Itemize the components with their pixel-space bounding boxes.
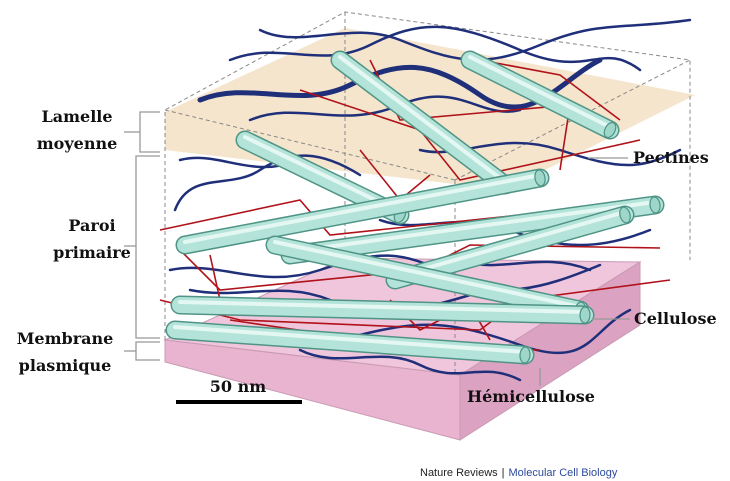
rod-part (332, 52, 513, 193)
rod-part (178, 300, 587, 314)
credit: Nature Reviews | Molecular Cell Biology (420, 467, 618, 479)
rod-part (288, 200, 657, 254)
rod-part (273, 240, 582, 309)
rod-part (519, 346, 531, 364)
label-line: Paroi (68, 216, 115, 235)
rod-part (282, 197, 663, 263)
label-cellulose: Cellulose (634, 309, 717, 328)
rod-part (183, 173, 542, 244)
rod-part (462, 52, 618, 138)
label-pectines: Pectines (633, 148, 709, 167)
label-line: primaire (53, 243, 131, 262)
rod-part (468, 55, 612, 129)
rod-part (649, 196, 661, 214)
rod-part (177, 170, 548, 253)
rod-part (172, 297, 593, 323)
credit-publisher: Nature Reviews (420, 467, 498, 479)
label-hemicellulose: Hémicellulose (467, 387, 595, 406)
credit-journal: Molecular Cell Biology (509, 467, 618, 479)
label-line: moyenne (37, 134, 118, 153)
rod-part (173, 325, 527, 354)
label-line: Lamelle (41, 107, 112, 126)
rod-part (603, 121, 617, 139)
rod-part (393, 210, 627, 279)
brackets (124, 111, 160, 361)
scale-bar-label: 50 nm (210, 377, 266, 396)
credit-separator: | (502, 467, 505, 479)
cellulose-microfibrils (165, 50, 665, 365)
rod-part (167, 322, 533, 363)
label-line: Membrane (17, 329, 114, 348)
rod-part (619, 206, 631, 224)
rod-part (243, 135, 402, 214)
leader-lines (539, 157, 630, 386)
rod-part (267, 237, 588, 318)
rod-part (338, 55, 507, 184)
rod-part (579, 306, 591, 324)
rod-part (534, 169, 546, 187)
label-line: plasmique (19, 356, 112, 375)
